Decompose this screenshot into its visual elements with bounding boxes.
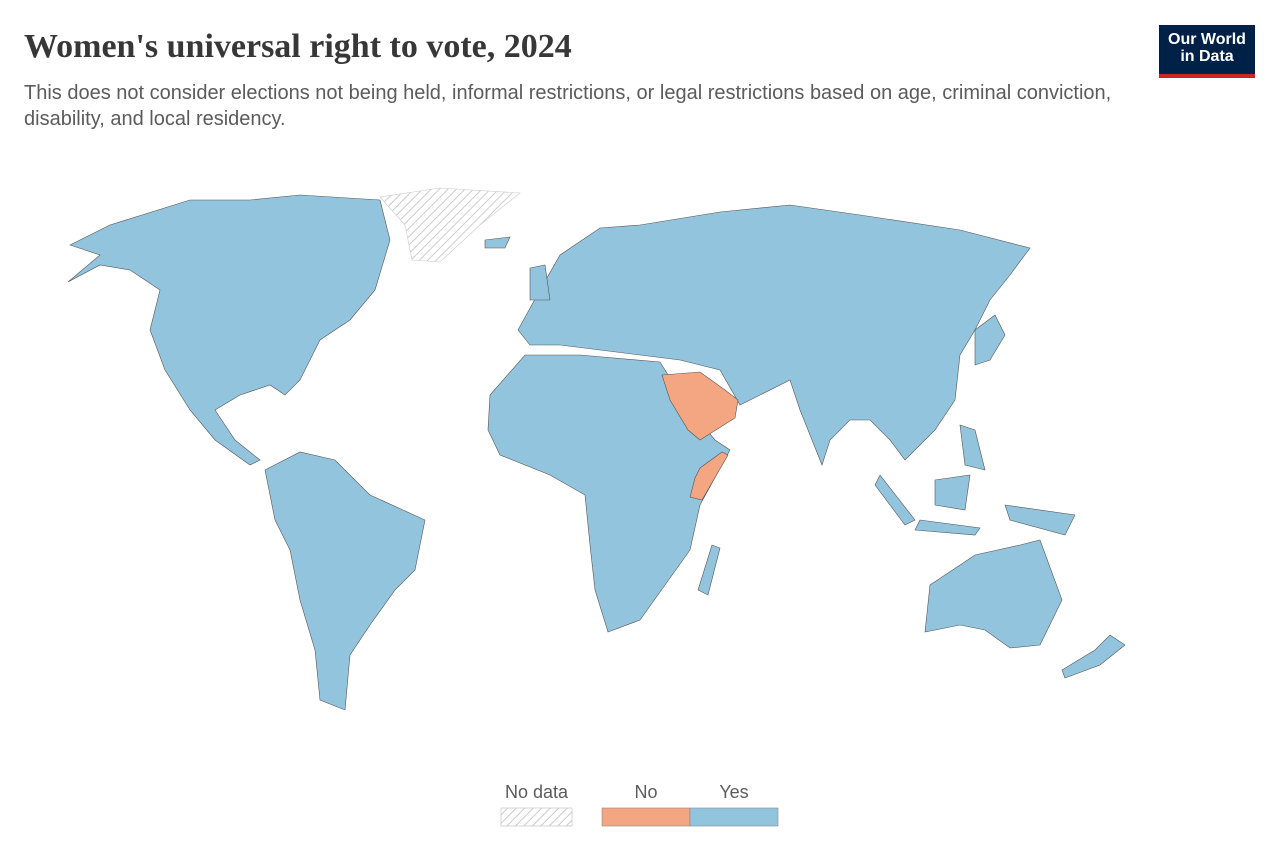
uk xyxy=(529,264,551,301)
countries xyxy=(67,187,1126,711)
iceland xyxy=(484,236,511,249)
logo-line: Our World xyxy=(1168,31,1246,48)
philippines xyxy=(959,424,986,471)
logo-line: in Data xyxy=(1180,48,1234,65)
eurasia xyxy=(517,204,1031,466)
legend-label: Yes xyxy=(719,782,748,802)
title: Women's universal right to vote, 2024 xyxy=(24,28,572,65)
legend-swatch xyxy=(500,807,573,827)
north-america xyxy=(67,194,391,466)
australia xyxy=(924,539,1063,649)
logo[interactable]: Our World in Data xyxy=(1159,25,1255,78)
japan xyxy=(974,314,1006,366)
arabian-peninsula xyxy=(661,371,739,441)
legend-label: No data xyxy=(505,782,569,802)
south-america xyxy=(264,451,426,711)
new-zealand xyxy=(1061,634,1126,679)
indonesia xyxy=(874,474,1076,536)
legend-label: No xyxy=(634,782,657,802)
somalia xyxy=(689,451,729,501)
legend-swatch xyxy=(601,807,691,827)
subtitle: This does not consider elections not bei… xyxy=(24,82,1112,130)
africa xyxy=(487,354,731,633)
legend-swatch xyxy=(689,807,779,827)
madagascar xyxy=(697,544,721,596)
greenland xyxy=(379,187,521,263)
